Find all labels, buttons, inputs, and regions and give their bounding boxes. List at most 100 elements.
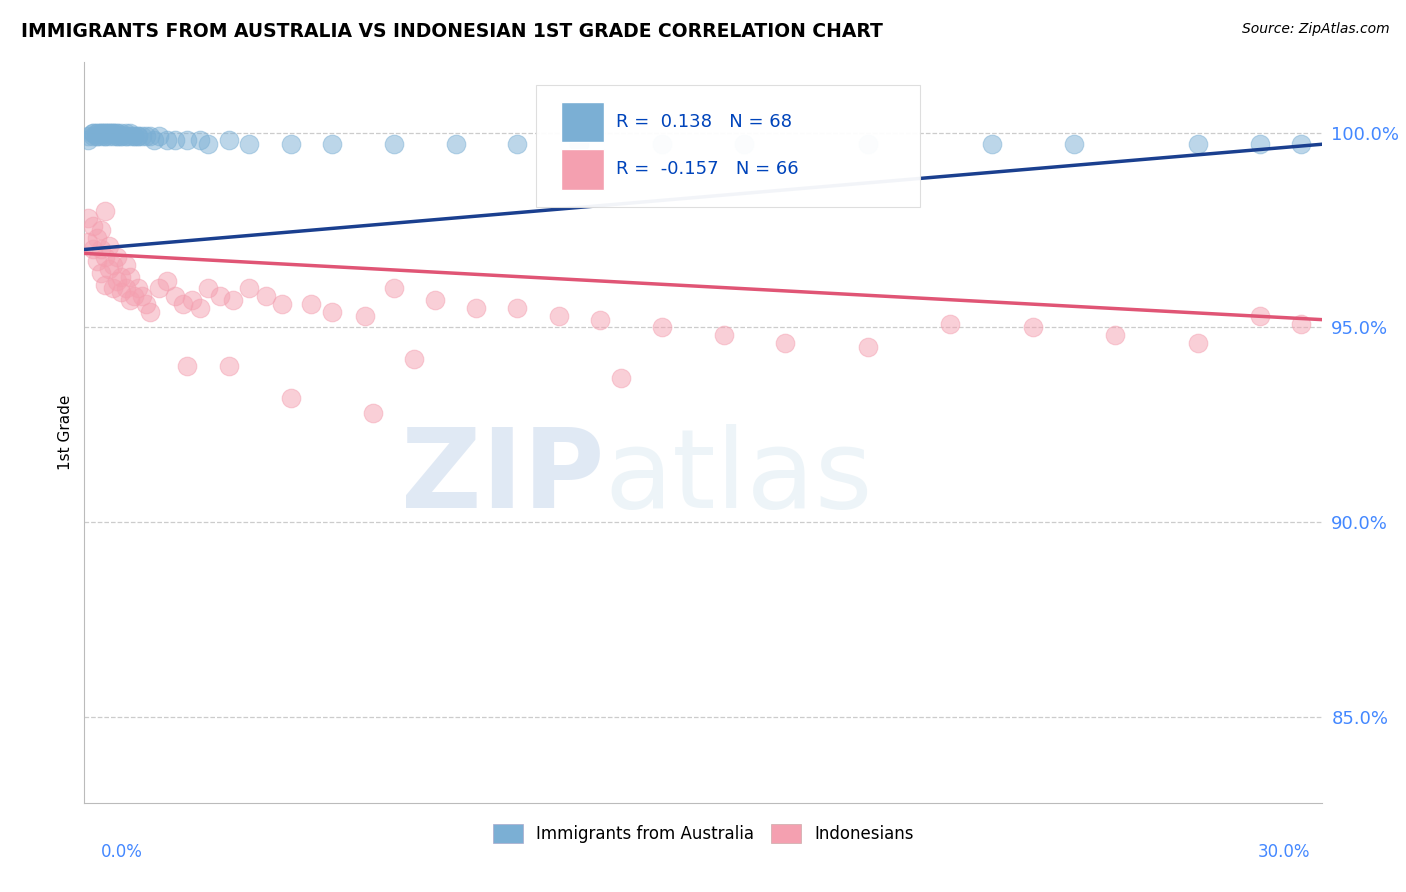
- Point: [105, 129, 128, 144]
- Point: [1249, 309, 1271, 323]
- Point: [86, 254, 108, 268]
- Point: [118, 269, 141, 284]
- Point: [110, 269, 132, 284]
- Point: [568, 137, 591, 152]
- Point: [1187, 137, 1209, 152]
- Point: [321, 305, 343, 319]
- Point: [218, 359, 240, 374]
- Point: [775, 336, 797, 351]
- Text: Source: ZipAtlas.com: Source: ZipAtlas.com: [1241, 22, 1389, 37]
- Point: [127, 129, 149, 144]
- Point: [98, 126, 121, 140]
- Point: [90, 243, 112, 257]
- Point: [90, 126, 112, 140]
- Point: [280, 391, 302, 405]
- Point: [713, 328, 735, 343]
- Point: [148, 281, 170, 295]
- Point: [1104, 328, 1126, 343]
- Point: [105, 126, 128, 140]
- Point: [197, 137, 219, 152]
- Point: [82, 126, 104, 140]
- Point: [176, 133, 198, 147]
- Point: [856, 340, 879, 354]
- Point: [77, 133, 100, 147]
- Point: [105, 129, 128, 144]
- Point: [1289, 137, 1312, 152]
- Text: IMMIGRANTS FROM AUSTRALIA VS INDONESIAN 1ST GRADE CORRELATION CHART: IMMIGRANTS FROM AUSTRALIA VS INDONESIAN …: [21, 22, 883, 41]
- Point: [94, 129, 117, 144]
- Point: [165, 289, 187, 303]
- Point: [353, 309, 375, 323]
- Point: [1187, 336, 1209, 351]
- Bar: [561, 149, 605, 190]
- Text: atlas: atlas: [605, 424, 873, 531]
- Point: [103, 126, 125, 140]
- Point: [254, 289, 277, 303]
- Point: [105, 250, 128, 264]
- Point: [939, 317, 962, 331]
- Point: [94, 129, 117, 144]
- Point: [86, 126, 108, 140]
- Point: [1249, 137, 1271, 152]
- Point: [651, 137, 673, 152]
- Point: [238, 137, 260, 152]
- Y-axis label: 1st Grade: 1st Grade: [58, 395, 73, 470]
- Point: [94, 126, 117, 140]
- Point: [382, 137, 405, 152]
- Point: [103, 258, 125, 272]
- Point: [139, 305, 162, 319]
- Point: [444, 137, 467, 152]
- Point: [589, 312, 612, 326]
- Point: [110, 129, 132, 144]
- Point: [197, 281, 219, 295]
- Point: [82, 219, 104, 233]
- Point: [280, 137, 302, 152]
- Point: [222, 293, 245, 307]
- Text: 30.0%: 30.0%: [1258, 843, 1310, 861]
- Point: [105, 126, 128, 140]
- FancyBboxPatch shape: [536, 85, 920, 207]
- Point: [465, 301, 488, 315]
- Point: [86, 231, 108, 245]
- Point: [105, 274, 128, 288]
- Point: [77, 129, 100, 144]
- Point: [131, 289, 153, 303]
- Point: [271, 297, 294, 311]
- Point: [98, 129, 121, 144]
- Point: [114, 281, 136, 295]
- Point: [506, 301, 529, 315]
- Point: [382, 281, 405, 295]
- Point: [122, 289, 145, 303]
- Point: [114, 126, 136, 140]
- Point: [1063, 137, 1085, 152]
- Point: [172, 297, 194, 311]
- Point: [103, 281, 125, 295]
- Point: [103, 126, 125, 140]
- Text: R =  0.138   N = 68: R = 0.138 N = 68: [616, 112, 793, 130]
- Point: [423, 293, 446, 307]
- Point: [122, 129, 145, 144]
- Point: [127, 281, 149, 295]
- Point: [110, 129, 132, 144]
- Point: [86, 129, 108, 144]
- Text: R =  -0.157   N = 66: R = -0.157 N = 66: [616, 160, 799, 178]
- Point: [135, 297, 157, 311]
- Point: [180, 293, 202, 307]
- Point: [404, 351, 426, 366]
- Point: [131, 129, 153, 144]
- Point: [103, 126, 125, 140]
- Point: [148, 129, 170, 144]
- Point: [321, 137, 343, 152]
- Point: [114, 258, 136, 272]
- Point: [82, 243, 104, 257]
- Point: [506, 137, 529, 152]
- Point: [127, 129, 149, 144]
- Point: [165, 133, 187, 147]
- Point: [86, 126, 108, 140]
- Point: [90, 129, 112, 144]
- Point: [1289, 317, 1312, 331]
- Point: [98, 126, 121, 140]
- Point: [77, 211, 100, 226]
- Point: [209, 289, 232, 303]
- Point: [118, 126, 141, 140]
